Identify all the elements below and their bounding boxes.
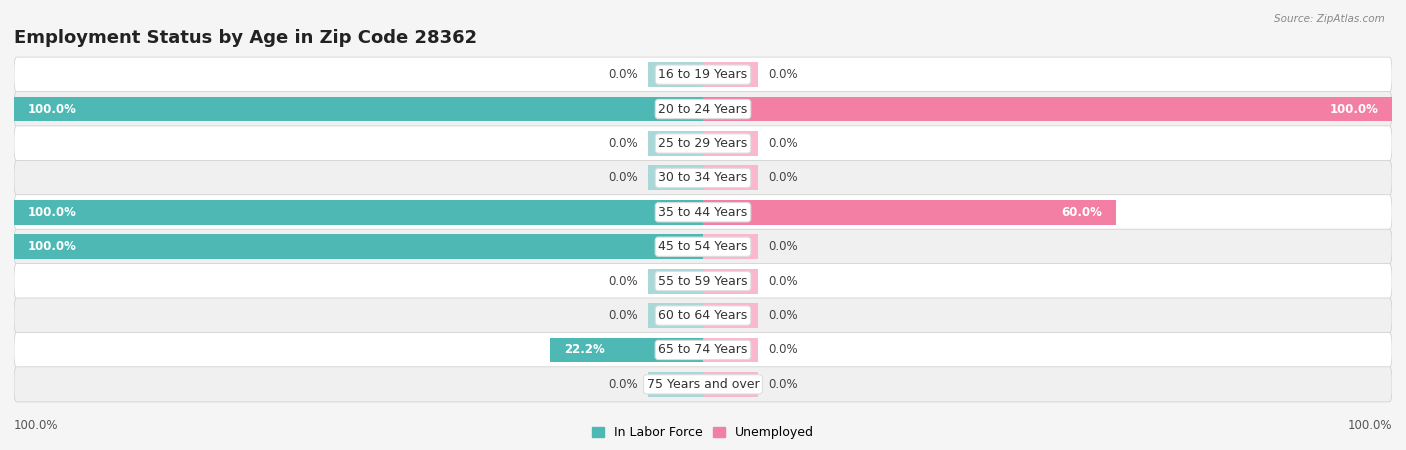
Text: 22.2%: 22.2% [564, 343, 605, 356]
Text: 0.0%: 0.0% [769, 240, 799, 253]
Text: 25 to 29 Years: 25 to 29 Years [658, 137, 748, 150]
Bar [648, 97, 703, 122]
Bar [648, 166, 703, 190]
Text: 65 to 74 Years: 65 to 74 Years [658, 343, 748, 356]
Bar [703, 303, 758, 328]
Text: 75 Years and over: 75 Years and over [647, 378, 759, 391]
Text: 0.0%: 0.0% [769, 274, 799, 288]
Bar [648, 303, 703, 328]
Text: 0.0%: 0.0% [607, 309, 637, 322]
FancyBboxPatch shape [14, 367, 1392, 402]
Text: 0.0%: 0.0% [769, 137, 799, 150]
Text: 0.0%: 0.0% [607, 378, 637, 391]
Bar [648, 234, 703, 259]
Text: 35 to 44 Years: 35 to 44 Years [658, 206, 748, 219]
Text: 100.0%: 100.0% [28, 240, 77, 253]
Text: Source: ZipAtlas.com: Source: ZipAtlas.com [1274, 14, 1385, 23]
Text: 100.0%: 100.0% [28, 103, 77, 116]
Bar [550, 338, 703, 362]
Text: 20 to 24 Years: 20 to 24 Years [658, 103, 748, 116]
Bar [703, 338, 758, 362]
Text: 100.0%: 100.0% [14, 419, 59, 432]
Bar [648, 338, 703, 362]
Bar [648, 200, 703, 225]
Legend: In Labor Force, Unemployed: In Labor Force, Unemployed [586, 421, 820, 445]
Text: 100.0%: 100.0% [28, 206, 77, 219]
Bar [703, 131, 758, 156]
Text: 0.0%: 0.0% [769, 343, 799, 356]
Text: 60 to 64 Years: 60 to 64 Years [658, 309, 748, 322]
Bar [703, 234, 758, 259]
FancyBboxPatch shape [14, 333, 1392, 368]
FancyBboxPatch shape [14, 126, 1392, 161]
Text: 30 to 34 Years: 30 to 34 Years [658, 171, 748, 184]
Bar [703, 200, 1116, 225]
Bar [703, 166, 758, 190]
FancyBboxPatch shape [14, 195, 1392, 230]
Bar [703, 269, 758, 293]
Bar [648, 62, 703, 87]
Bar [14, 97, 703, 122]
Text: 100.0%: 100.0% [1347, 419, 1392, 432]
FancyBboxPatch shape [14, 91, 1392, 126]
Text: 0.0%: 0.0% [769, 68, 799, 81]
Text: 0.0%: 0.0% [607, 274, 637, 288]
Bar [648, 131, 703, 156]
Text: 0.0%: 0.0% [607, 68, 637, 81]
FancyBboxPatch shape [14, 298, 1392, 333]
FancyBboxPatch shape [14, 264, 1392, 299]
FancyBboxPatch shape [14, 57, 1392, 92]
Text: 0.0%: 0.0% [769, 309, 799, 322]
Text: 16 to 19 Years: 16 to 19 Years [658, 68, 748, 81]
Bar [703, 372, 758, 397]
Bar [703, 97, 758, 122]
Text: 60.0%: 60.0% [1062, 206, 1102, 219]
FancyBboxPatch shape [14, 229, 1392, 264]
Bar [14, 234, 703, 259]
Text: 55 to 59 Years: 55 to 59 Years [658, 274, 748, 288]
Text: Employment Status by Age in Zip Code 28362: Employment Status by Age in Zip Code 283… [14, 29, 477, 47]
Text: 0.0%: 0.0% [769, 171, 799, 184]
Bar [648, 372, 703, 397]
Text: 45 to 54 Years: 45 to 54 Years [658, 240, 748, 253]
Bar [703, 200, 758, 225]
Text: 0.0%: 0.0% [769, 378, 799, 391]
Bar [703, 97, 1392, 122]
Text: 100.0%: 100.0% [1329, 103, 1378, 116]
Bar [648, 269, 703, 293]
FancyBboxPatch shape [14, 160, 1392, 195]
Text: 0.0%: 0.0% [607, 171, 637, 184]
Bar [703, 62, 758, 87]
Bar [14, 200, 703, 225]
Text: 0.0%: 0.0% [607, 137, 637, 150]
